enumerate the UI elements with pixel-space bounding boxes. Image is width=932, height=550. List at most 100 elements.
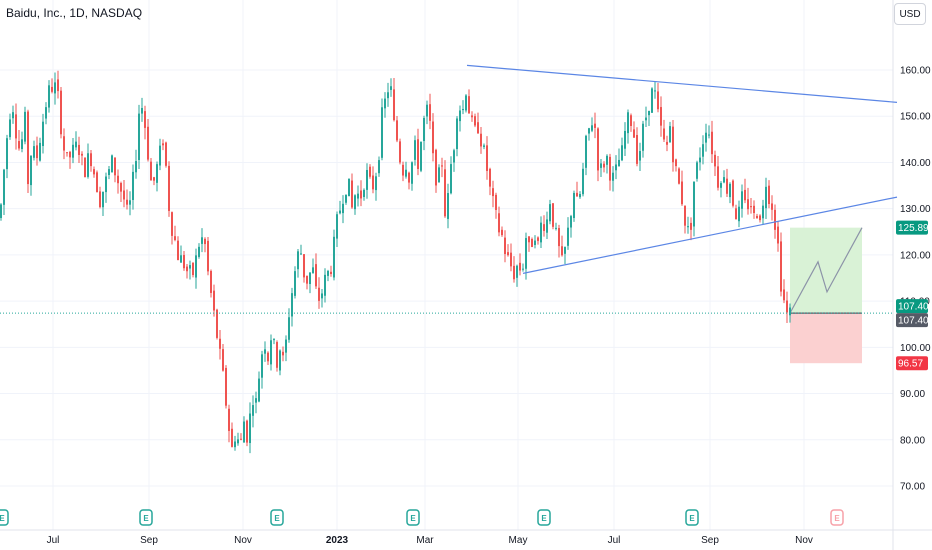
candle-body bbox=[339, 210, 341, 214]
candle-body bbox=[561, 246, 563, 256]
candle-body bbox=[78, 144, 80, 155]
candle-body bbox=[603, 163, 605, 168]
candle-body bbox=[192, 262, 194, 276]
candle-body bbox=[276, 342, 278, 368]
candle-body bbox=[237, 439, 239, 444]
candle-body bbox=[126, 199, 128, 205]
trendlines bbox=[466, 64, 898, 274]
candle-body bbox=[648, 111, 650, 116]
candle-body bbox=[690, 222, 692, 230]
candle-body bbox=[120, 183, 122, 192]
candle-body bbox=[138, 113, 140, 160]
y-tick-label: 130.00 bbox=[900, 204, 931, 215]
candle-body bbox=[753, 205, 755, 214]
candle-body bbox=[162, 143, 164, 146]
candle-body bbox=[351, 180, 353, 208]
candle-body bbox=[336, 214, 338, 239]
candle-body bbox=[285, 339, 287, 353]
candle-body bbox=[147, 126, 149, 160]
price-axis[interactable]: 70.0080.0090.00100.00110.00120.00130.001… bbox=[896, 66, 931, 493]
candle-body bbox=[243, 421, 245, 443]
candle-body bbox=[756, 215, 758, 219]
candle-body bbox=[465, 95, 467, 111]
long-position-tool[interactable] bbox=[789, 227, 863, 364]
candle-body bbox=[261, 354, 263, 378]
candle-body bbox=[63, 136, 65, 151]
candle-body bbox=[153, 177, 155, 181]
candle-body bbox=[426, 104, 428, 117]
candle-body bbox=[786, 300, 788, 313]
candle-body bbox=[168, 165, 170, 211]
candle-body bbox=[420, 141, 422, 171]
candle-body bbox=[117, 175, 119, 184]
candle-body bbox=[165, 142, 167, 166]
candle-body bbox=[711, 131, 713, 155]
candle-body bbox=[294, 271, 296, 296]
candle-body bbox=[507, 252, 509, 256]
candle-body bbox=[657, 91, 659, 110]
y-tick-label: 90.00 bbox=[900, 389, 925, 400]
candle-body bbox=[459, 110, 461, 122]
candle-body bbox=[540, 222, 542, 243]
x-tick-label: Sep bbox=[140, 535, 158, 546]
candle-body bbox=[468, 96, 470, 114]
candle-body bbox=[618, 159, 620, 167]
candle-body bbox=[672, 126, 674, 163]
candle-body bbox=[42, 121, 44, 147]
candle-body bbox=[567, 227, 569, 246]
candle-body bbox=[645, 117, 647, 121]
candle-body bbox=[474, 116, 476, 126]
candle-body bbox=[642, 123, 644, 151]
candle-body bbox=[57, 79, 59, 92]
candle-body bbox=[93, 169, 95, 175]
candle-body bbox=[177, 240, 179, 261]
candle-body bbox=[69, 151, 71, 158]
earnings-marker: E bbox=[685, 509, 699, 526]
candle-body bbox=[204, 238, 206, 245]
earnings-letter: E bbox=[834, 514, 840, 523]
candle-body bbox=[360, 190, 362, 199]
currency-button[interactable]: USD bbox=[894, 3, 926, 25]
candle-body bbox=[405, 169, 407, 177]
candle-body bbox=[399, 141, 401, 163]
candle-body bbox=[6, 138, 8, 170]
candle-body bbox=[582, 168, 584, 195]
candle-body bbox=[345, 194, 347, 203]
candle-body bbox=[759, 215, 761, 221]
profit-zone bbox=[790, 227, 862, 314]
candle-body bbox=[327, 270, 329, 276]
candle-body bbox=[384, 98, 386, 109]
candle-body bbox=[9, 119, 11, 138]
candle-body bbox=[498, 213, 500, 233]
candle-body bbox=[477, 122, 479, 134]
price-label: 125.89 bbox=[896, 220, 929, 235]
candle-body bbox=[246, 420, 248, 443]
candle-body bbox=[396, 120, 398, 141]
candle-body bbox=[675, 159, 677, 167]
candle-body bbox=[306, 275, 308, 284]
candle-body bbox=[54, 82, 56, 94]
candle-body bbox=[222, 349, 224, 371]
candle-body bbox=[417, 139, 419, 169]
earnings-marker: E bbox=[0, 509, 9, 526]
time-axis[interactable]: Jul Sep Nov 2023 Mar May Jul Sep Nov bbox=[47, 535, 813, 546]
candle-body bbox=[450, 164, 452, 194]
y-tick-label: 150.00 bbox=[900, 112, 931, 123]
candle-body bbox=[720, 183, 722, 188]
candle-body bbox=[765, 186, 767, 209]
x-tick-label: Jul bbox=[608, 535, 621, 546]
earnings-letter: E bbox=[0, 514, 5, 523]
candle-body bbox=[684, 205, 686, 226]
candle-body bbox=[210, 270, 212, 293]
candle-body bbox=[363, 189, 365, 198]
candle-body bbox=[111, 155, 113, 173]
trendline bbox=[522, 196, 898, 274]
candle-body bbox=[549, 204, 551, 222]
earnings-badge bbox=[537, 509, 551, 526]
y-tick-label: 100.00 bbox=[900, 343, 931, 354]
candle-body bbox=[633, 129, 635, 138]
earnings-letter: E bbox=[143, 514, 149, 523]
